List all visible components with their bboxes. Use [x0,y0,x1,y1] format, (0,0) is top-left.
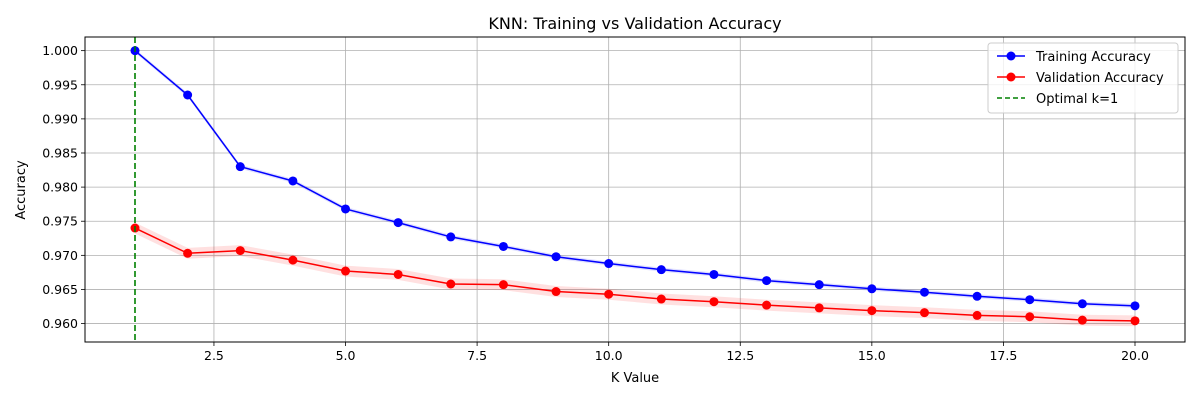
series-1-point [709,297,719,307]
y-tick-label: 0.980 [42,180,78,195]
y-tick-label: 0.970 [42,248,78,263]
series-0-point [604,259,614,269]
y-tick-label: 0.960 [42,316,78,331]
series-1-point [867,306,877,316]
legend: Training Accuracy Validation Accuracy Op… [987,42,1179,114]
x-tick-label: 10.0 [595,348,623,363]
series-0-point [235,162,245,172]
series-0-point [972,291,982,301]
series-1-point [446,279,456,289]
series-1-point [604,289,614,299]
plot-frame [84,36,1186,343]
series-1-point [551,287,561,297]
series-0-point [656,265,666,275]
chart-title: KNN: Training vs Validation Accuracy [488,14,781,33]
y-tick-label: 0.995 [42,77,78,92]
x-axis-label: K Value [611,371,659,386]
series-1-point [972,310,982,320]
series-1-point [393,269,403,279]
series-0-point [1130,301,1140,311]
series-0-point [393,218,403,228]
series-0-point [288,176,298,186]
x-tick-label: 2.5 [204,348,224,363]
series-1-point [235,246,245,256]
confidence-bands [135,48,1135,327]
x-tick-label: 7.5 [467,348,487,363]
series-1-point [1130,316,1140,326]
series-0-point [867,284,877,294]
series-markers [130,46,1140,326]
series-1-line [134,227,1136,322]
y-tick-label: 1.000 [42,43,78,58]
series-1-point [814,303,824,313]
series-1-point [341,266,351,276]
grid [85,37,1185,342]
series-0-point [183,90,193,100]
series-0-point [1077,299,1087,309]
legend-validation-marker [1006,72,1016,82]
series-0-point [1025,295,1035,305]
series-1-point [1077,315,1087,325]
series-1-point [498,280,508,290]
x-tick-label: 12.5 [726,348,754,363]
legend-training-label: Training Accuracy [1035,50,1151,65]
y-axis-ticks: 0.960 0.965 0.970 0.975 0.980 0.985 0.990 0.995… [42,43,85,331]
series-1-point [183,248,193,258]
y-axis-label: Accuracy [14,160,29,220]
y-tick-label: 0.985 [42,145,78,160]
x-tick-label: 15.0 [858,348,886,363]
series-1-point [1025,312,1035,322]
x-axis-ticks: 2.5 5.0 7.5 10.0 12.5 15.0 17.5 20.0 [204,342,1149,363]
series-0-point [551,252,561,262]
legend-validation-label: Validation Accuracy [1036,71,1164,86]
series-1-point [919,308,929,318]
series-1-point [762,300,772,310]
series-0-point [341,204,351,214]
series-lines [134,50,1136,322]
series-0-point [762,276,772,286]
series-0-point [814,280,824,290]
series-1-point [656,294,666,304]
series-0-line [134,50,1136,307]
x-tick-label: 5.0 [336,348,356,363]
y-tick-label: 0.975 [42,214,78,229]
series-1-point [288,255,298,265]
legend-box [987,42,1179,114]
x-tick-label: 17.5 [989,348,1017,363]
y-tick-label: 0.990 [42,111,78,126]
series-0-point [498,241,508,251]
legend-optimal-label: Optimal k=1 [1036,92,1118,107]
x-tick-label: 20.0 [1121,348,1149,363]
legend-training-marker [1006,51,1016,61]
series-0-point [919,287,929,297]
series-1-band [135,222,1135,327]
y-tick-label: 0.965 [42,282,78,297]
series-0-point [709,269,719,279]
series-0-point [446,232,456,242]
